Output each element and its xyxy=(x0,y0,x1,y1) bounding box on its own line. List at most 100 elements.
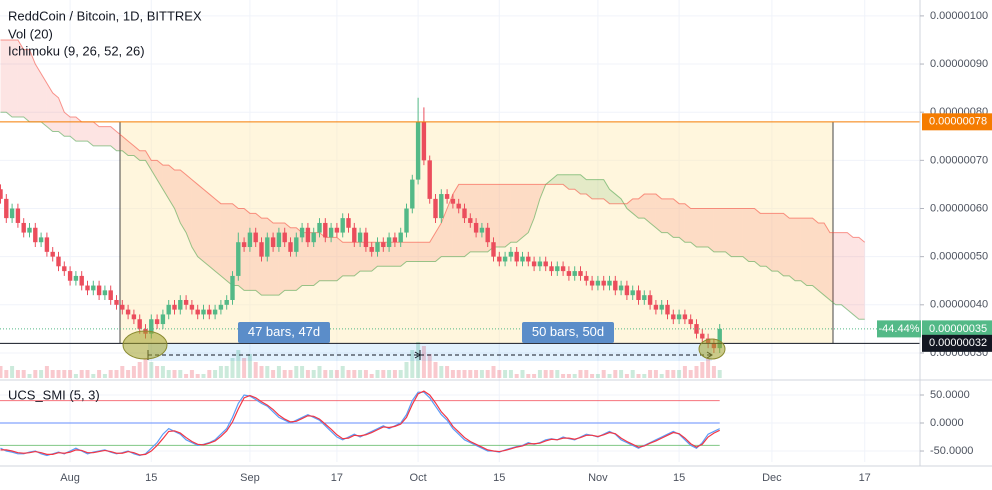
cloud-fill xyxy=(731,208,738,257)
volume-bar xyxy=(491,366,496,378)
volume-bar xyxy=(166,370,171,378)
cloud-fill xyxy=(313,232,320,286)
candle-body xyxy=(479,227,485,233)
volume-bar xyxy=(137,362,142,378)
candle-body xyxy=(305,227,311,243)
candle-body xyxy=(392,237,398,243)
candle-body xyxy=(317,222,322,233)
candle-body xyxy=(241,242,247,248)
cloud-fill xyxy=(638,194,645,219)
cloud-fill xyxy=(650,194,656,228)
volume-bar xyxy=(694,366,699,378)
candle-body xyxy=(38,237,44,243)
candle-body xyxy=(415,121,421,180)
candle-body xyxy=(33,227,38,243)
volume-bar xyxy=(387,370,392,378)
cloud-fill xyxy=(795,218,801,281)
candle-body xyxy=(456,203,461,209)
cloud-fill xyxy=(191,179,198,257)
volume-bar xyxy=(91,374,96,378)
volume-bar xyxy=(537,370,542,378)
volume-bar xyxy=(311,370,316,378)
y-tick-label: 0.00000070 xyxy=(930,154,988,166)
cloud-fill xyxy=(423,242,430,262)
volume-bar xyxy=(201,374,206,378)
candle-body xyxy=(73,275,79,281)
price-label-box xyxy=(922,113,992,131)
cloud-fill xyxy=(835,232,842,305)
measure-band xyxy=(148,344,420,361)
candle-body xyxy=(526,256,531,262)
cloud-fill xyxy=(197,184,204,262)
cloud-fill xyxy=(476,184,482,252)
volume-bar xyxy=(427,354,432,378)
x-tick-label: Nov xyxy=(588,472,608,484)
cloud-fill xyxy=(644,194,651,223)
volume-bar xyxy=(33,370,38,378)
candle-body xyxy=(236,242,241,276)
candle-body xyxy=(497,256,502,262)
cloud-fill xyxy=(447,194,453,257)
candle-body xyxy=(224,299,229,305)
volume-bar xyxy=(276,366,281,378)
candle-body xyxy=(584,275,589,281)
candle-body xyxy=(410,179,415,209)
volume-bar xyxy=(317,366,322,378)
cloud-fill xyxy=(818,222,825,296)
candle-body xyxy=(201,309,206,315)
candle-body xyxy=(352,227,357,243)
volume-bar xyxy=(265,366,270,378)
candle-body xyxy=(665,304,670,315)
cloud-fill xyxy=(435,222,442,262)
cloud-fill xyxy=(418,242,424,262)
volume-bar xyxy=(601,370,606,378)
volume-bar xyxy=(700,362,705,378)
volume-bar xyxy=(566,374,571,378)
volume-bar xyxy=(619,370,624,378)
volume-bar xyxy=(149,362,154,378)
volume-bar xyxy=(247,354,252,378)
candle-body xyxy=(189,304,195,310)
volume-bar xyxy=(189,370,194,378)
cloud-fill xyxy=(41,73,47,127)
candle-body xyxy=(56,256,61,267)
candle-body xyxy=(323,222,328,238)
volume-bar xyxy=(178,370,183,378)
volume-bar xyxy=(630,370,635,378)
volume-bar xyxy=(79,370,84,378)
volume-bar xyxy=(294,366,299,378)
measure-label: 50 bars, 50d xyxy=(532,324,604,339)
volume-bar xyxy=(508,370,513,378)
cloud-fill xyxy=(760,213,767,267)
cloud-fill xyxy=(93,121,100,146)
candle-body xyxy=(311,232,316,243)
cloud-fill xyxy=(783,213,790,276)
cloud-fill xyxy=(336,237,343,281)
y-tick-label: 50.0000 xyxy=(930,389,970,401)
cloud-fill xyxy=(557,174,564,185)
volume-bar xyxy=(85,370,90,378)
measure-box xyxy=(238,322,330,343)
volume-bar xyxy=(334,370,339,378)
cloud-fill xyxy=(493,184,500,248)
volume-bar xyxy=(706,358,711,378)
candle-body xyxy=(96,285,102,296)
volume-bar xyxy=(398,370,403,378)
candle-body xyxy=(468,218,473,223)
cloud-fill xyxy=(580,174,587,195)
candle-body xyxy=(172,304,177,310)
cloud-fill xyxy=(110,126,117,151)
candle-body xyxy=(618,285,624,291)
cloud-fill xyxy=(267,218,274,296)
volume-bar xyxy=(642,374,647,378)
candle-body xyxy=(688,319,693,325)
volume-bar xyxy=(300,366,305,378)
volume-bar xyxy=(172,370,177,378)
price-label: 0.00000035 xyxy=(929,323,987,335)
cloud-fill xyxy=(777,213,784,276)
volume-bar xyxy=(474,370,479,378)
cloud-fill xyxy=(400,242,407,267)
cloud-fill xyxy=(679,203,685,243)
panel-title: UCS_SMI (5, 3) xyxy=(8,387,100,402)
